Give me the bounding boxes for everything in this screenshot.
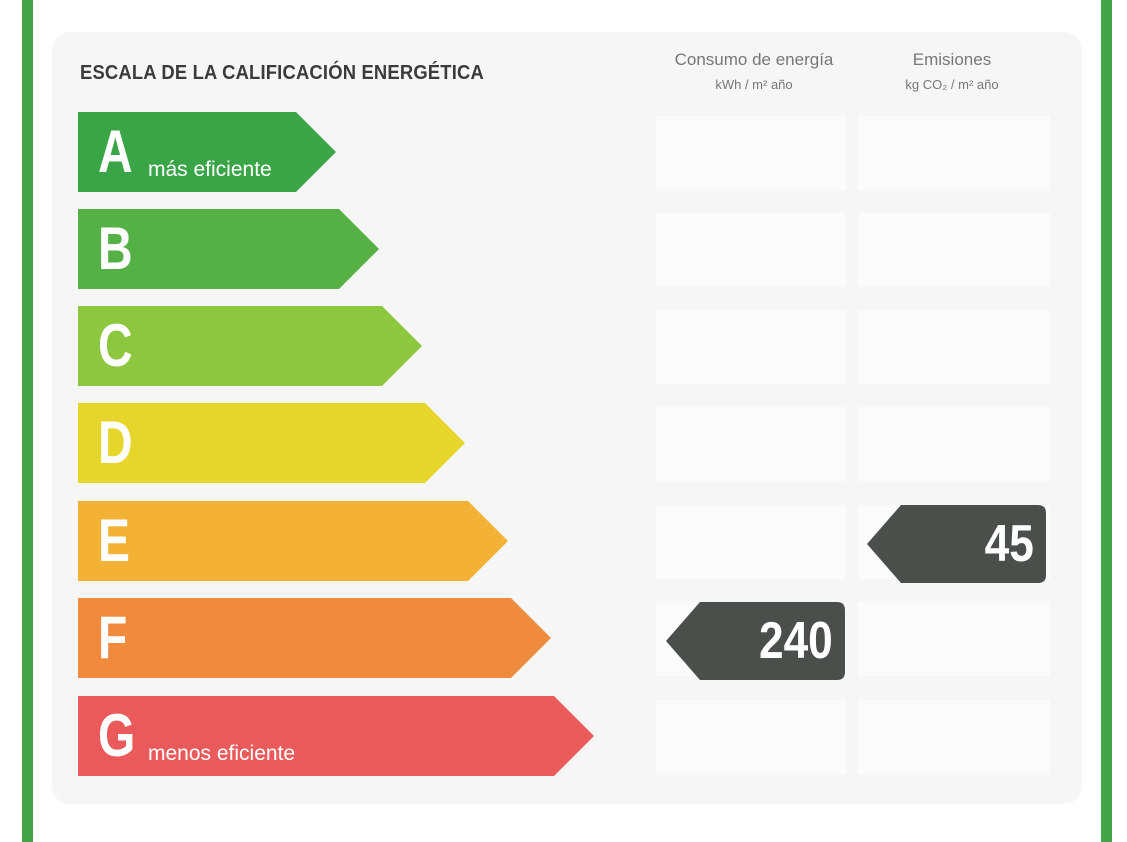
rating-letter-g: G (98, 702, 136, 769)
result-cell (858, 213, 1050, 287)
rating-arrow-b-shape (78, 209, 379, 289)
rating-letter-a: A (98, 118, 133, 185)
rating-letter-e: E (98, 507, 131, 574)
result-cell (858, 116, 1050, 190)
emissions-column-header: Emisiones kg CO₂ / m² año (852, 50, 1052, 94)
rating-arrow-d-shape (78, 403, 465, 483)
rating-arrow-c-shape (78, 306, 422, 386)
consumption-header-title: Consumo de energía (674, 50, 834, 69)
result-cell (656, 116, 846, 190)
rating-label-g: menos eficiente (148, 742, 296, 765)
result-cell (656, 213, 846, 287)
result-cell (858, 602, 1050, 676)
emissions-value: 45 (984, 515, 1034, 573)
rating-letter-f: F (98, 604, 128, 671)
consumption-header-unit: kWh / m² año (715, 77, 793, 92)
rating-arrow-a-shape (78, 112, 336, 192)
consumption-badge-shape (666, 602, 845, 680)
rating-arrow-f: F (78, 598, 551, 678)
consumption-result-badge: 240 (666, 602, 845, 680)
result-cell (858, 700, 1050, 774)
consumption-column-header: Consumo de energía kWh / m² año (648, 50, 860, 94)
rating-arrow-f-shape (78, 598, 551, 678)
frame-right-border (1101, 0, 1112, 842)
rating-arrow-d: D (78, 403, 465, 483)
rating-letter-b: B (98, 215, 133, 282)
result-cell (656, 700, 846, 774)
rating-label-a: más eficiente (148, 158, 272, 181)
rating-letter-c: C (98, 312, 133, 379)
consumption-value: 240 (759, 612, 833, 670)
result-cell (656, 505, 846, 579)
result-cell (858, 310, 1050, 384)
rating-letter-d: D (98, 409, 133, 476)
emissions-badge-shape (867, 505, 1046, 583)
result-cell (656, 407, 846, 481)
rating-arrow-c: C (78, 306, 422, 386)
scale-title: ESCALA DE LA CALIFICACIÓN ENERGÉTICA (80, 62, 484, 84)
frame-left-border (22, 0, 33, 842)
result-cell (858, 407, 1050, 481)
rating-arrow-g: G menos eficiente (78, 696, 594, 776)
rating-arrow-g-shape (78, 696, 594, 776)
emissions-result-badge: 45 (867, 505, 1046, 583)
emissions-header-title: Emisiones (912, 50, 992, 69)
emissions-header-unit: kg CO₂ / m² año (905, 77, 999, 92)
rating-arrow-e: E (78, 501, 508, 581)
result-cell (656, 310, 846, 384)
rating-arrow-e-shape (78, 501, 508, 581)
rating-arrow-a: A más eficiente (78, 112, 336, 192)
rating-arrow-b: B (78, 209, 379, 289)
